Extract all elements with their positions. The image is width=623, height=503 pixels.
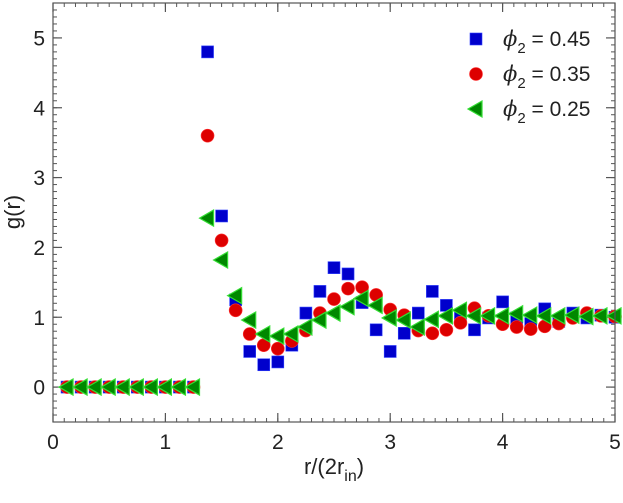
data-point-square — [257, 358, 271, 372]
x-tick-label: 1 — [160, 431, 172, 454]
data-point-triangle-left — [240, 311, 257, 330]
data-points — [57, 45, 622, 397]
data-point-triangle-left — [423, 310, 439, 329]
legend-marker-triangle-left — [466, 99, 483, 119]
data-point-triangle-left — [352, 289, 369, 308]
data-point-triangle-left — [395, 311, 411, 330]
data-point-triangle-left — [366, 296, 383, 315]
data-point-triangle-left — [212, 250, 229, 270]
data-point-triangle-left — [268, 327, 285, 346]
data-point-square — [397, 327, 411, 340]
legend-symbol: ϕ — [503, 62, 517, 86]
y-tick-label: 5 — [33, 27, 45, 50]
legend-label: ϕ2 = 0.25 — [503, 97, 590, 127]
data-point-triangle-left — [184, 378, 201, 397]
data-point-triangle-left — [521, 306, 538, 325]
legend-label: ϕ2 = 0.35 — [503, 62, 590, 92]
x-axis-label: r/(2rin) — [304, 454, 364, 485]
data-point-square — [496, 295, 509, 309]
data-point-circle — [214, 233, 229, 248]
data-point-triangle-left — [198, 209, 215, 228]
x-tick-label: 5 — [609, 431, 621, 454]
y-tick-labels: 0 1 2 3 4 5 — [33, 27, 45, 399]
series-phi2-0.35 — [60, 128, 622, 394]
data-point-triangle-left — [254, 324, 271, 344]
legend-value: = 0.45 — [526, 28, 591, 51]
y-tick-label: 2 — [33, 237, 45, 260]
data-point-triangle-left — [282, 324, 299, 344]
plot-frame — [52, 2, 616, 423]
data-point-triangle-left — [493, 306, 510, 325]
data-point-triangle-left — [338, 297, 355, 316]
legend-entry-phi2-0.35: ϕ2 = 0.35 — [469, 62, 590, 92]
legend-subscript: 2 — [517, 40, 525, 57]
data-point-circle — [425, 326, 440, 341]
data-point-square — [383, 345, 397, 358]
data-point-circle — [242, 327, 257, 341]
legend-value: = 0.25 — [526, 98, 591, 121]
data-point-square — [327, 261, 341, 274]
x-tick-label: 3 — [384, 431, 396, 454]
x-tick-label: 4 — [497, 431, 509, 454]
legend-entry-phi2-0.25: ϕ2 = 0.25 — [466, 97, 590, 127]
data-point-triangle-left — [451, 301, 468, 320]
data-point-circle — [327, 292, 341, 306]
data-point-square — [369, 323, 383, 337]
data-point-triangle-left — [226, 286, 243, 305]
data-point-circle — [509, 320, 524, 334]
x-axis-label-sub: in — [344, 468, 356, 485]
y-tick-label: 3 — [33, 167, 45, 190]
data-point-circle — [341, 281, 355, 296]
data-point-square — [468, 323, 481, 337]
data-point-triangle-left — [605, 306, 622, 325]
legend-symbol: ϕ — [503, 97, 517, 121]
data-point-triangle-left — [437, 306, 453, 325]
x-tick-label: 0 — [47, 431, 59, 454]
legend-label: ϕ2 = 0.45 — [503, 27, 590, 57]
data-point-circle — [453, 316, 468, 330]
y-axis-label: g(r) — [0, 195, 25, 229]
x-tick-labels: 0 1 2 3 4 5 — [47, 431, 621, 454]
y-tick-label: 0 — [33, 377, 45, 400]
legend-marker-circle — [469, 67, 483, 81]
data-point-square — [271, 355, 285, 369]
data-point-square — [341, 267, 355, 281]
data-point-triangle-left — [310, 311, 327, 330]
data-point-square — [215, 209, 228, 223]
legend-entry-phi2-0.45: ϕ2 = 0.45 — [469, 27, 590, 57]
legend-value: = 0.35 — [526, 63, 591, 86]
data-point-triangle-left — [409, 317, 425, 337]
data-point-triangle-left — [380, 308, 397, 327]
data-point-square — [243, 345, 256, 358]
data-point-square — [313, 285, 327, 298]
y-tick-label: 4 — [33, 97, 45, 120]
data-point-circle — [228, 303, 243, 318]
minor-ticks — [52, 2, 616, 423]
data-point-circle — [523, 322, 538, 336]
x-tick-label: 2 — [272, 431, 284, 454]
data-point-triangle-left — [324, 304, 341, 323]
data-point-triangle-left — [563, 306, 580, 325]
data-point-triangle-left — [577, 307, 594, 326]
data-point-circle — [439, 323, 454, 337]
series-phi2-0.25 — [57, 209, 622, 397]
legend-subscript: 2 — [517, 75, 525, 92]
data-point-square — [411, 306, 425, 320]
legend-subscript: 2 — [517, 110, 525, 127]
legend-symbol: ϕ — [503, 27, 517, 51]
data-point-square — [201, 45, 214, 59]
y-tick-label: 1 — [33, 307, 45, 330]
data-point-circle — [270, 341, 285, 356]
data-point-circle — [200, 128, 215, 143]
x-axis-label-main: r/(2r — [304, 454, 344, 479]
x-axis-label-close: ) — [357, 454, 364, 479]
data-point-triangle-left — [296, 317, 313, 337]
data-point-triangle-left — [549, 306, 566, 325]
data-point-triangle-left — [507, 304, 524, 323]
data-point-square — [426, 285, 439, 298]
data-point-square — [299, 306, 313, 320]
legend-marker-square — [469, 32, 483, 46]
